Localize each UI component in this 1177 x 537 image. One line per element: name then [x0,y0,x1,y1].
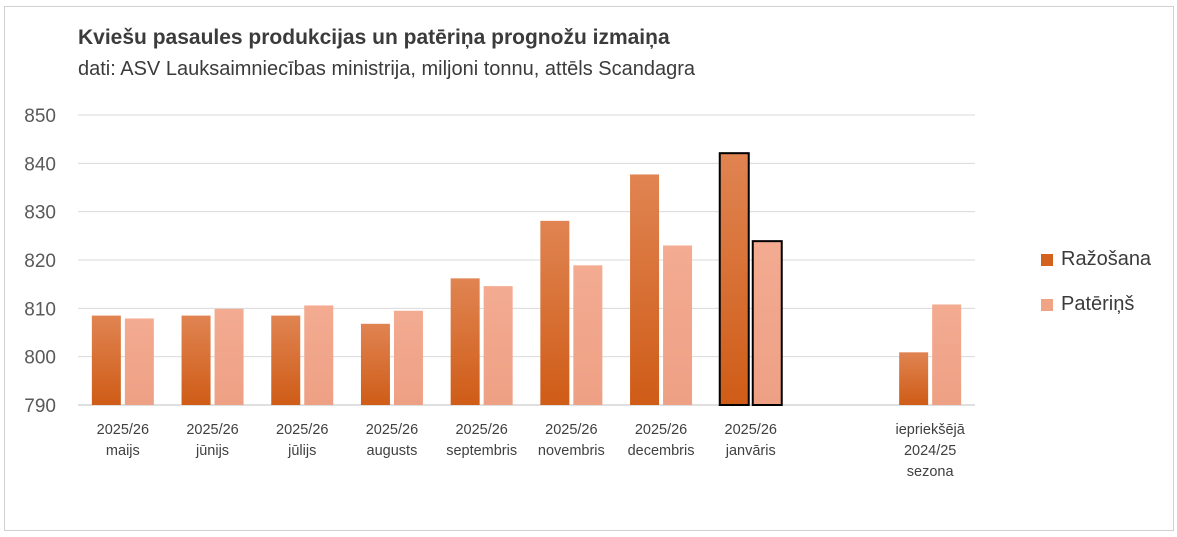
y-tick-label: 830 [24,203,56,224]
x-tick-label: jūnijs [195,443,229,459]
y-tick-label: 810 [24,299,56,320]
legend-label-consumption: Patēriņš [1061,293,1135,315]
y-tick-label: 790 [24,396,56,417]
x-tick-label: jūlijs [287,443,316,459]
bar-consumption [663,245,693,405]
bar-production [91,315,121,405]
legend-swatch-production [1041,253,1053,266]
x-tick-label: 2025/26 [725,422,777,438]
bar-consumption [751,240,783,406]
x-tick-label: 2025/26 [186,422,238,438]
legend-item-consumption: Patēriņš [1041,293,1134,316]
bar-production [271,315,301,405]
bar-consumption [483,286,513,405]
y-tick-label: 840 [24,154,56,175]
bar-production [450,278,480,405]
x-tick-label: sezona [907,464,955,480]
bar-production [181,315,211,405]
x-tick-label: 2025/26 [97,422,149,438]
x-tick-label: 2025/26 [366,422,418,438]
legend-label-production: Ražošana [1061,248,1152,270]
bars [91,152,962,406]
gridlines [78,114,975,406]
bar-consumption [932,304,962,405]
x-tick-label: 2025/26 [455,422,507,438]
axis-labels: 790 800 810 820 830 840 850 2025/26 maijs 2025/26… [24,106,965,480]
legend-swatch-consumption [1041,298,1053,311]
legend-item-production: Ražošana [1041,248,1151,271]
bar-consumption [573,265,603,405]
bar-production [899,352,929,405]
bar-production [718,152,750,406]
x-tick-label: 2025/26 [545,422,597,438]
y-tick-label: 800 [24,348,56,369]
y-tick-label: 850 [24,106,56,127]
x-tick-label: janvāris [725,443,776,459]
x-tick-label: 2025/26 [276,422,328,438]
bar-production [630,174,660,405]
x-tick-label: novembris [538,443,605,459]
bar-production [360,323,390,405]
x-tick-label: septembris [446,443,517,459]
x-tick-label: augusts [367,443,418,459]
x-tick-label: iepriekšējā [895,422,965,438]
y-tick-label: 820 [24,251,56,272]
x-tick-label: 2024/25 [904,443,956,459]
chart-subtitle: dati: ASV Lauksaimniecības ministrija, m… [78,58,695,80]
bar-consumption [214,308,244,405]
chart-title: Kviešu pasaules produkcijas un patēriņa … [78,26,670,49]
bar-consumption [304,305,334,405]
bar-production [540,220,570,405]
x-tick-label: 2025/26 [635,422,687,438]
bar-consumption [124,318,154,405]
x-tick-label: decembris [628,443,695,459]
x-tick-label: maijs [106,443,140,459]
bar-consumption [393,310,423,405]
